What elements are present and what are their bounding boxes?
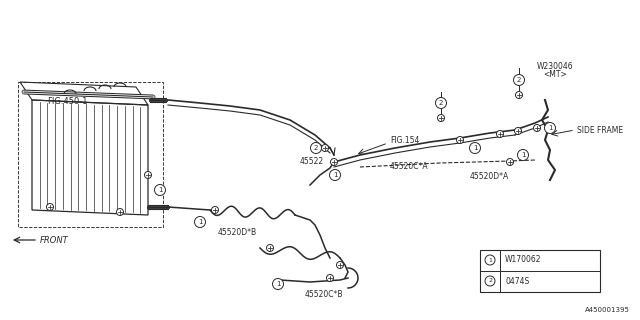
Circle shape [195, 217, 205, 228]
Circle shape [438, 115, 445, 122]
Circle shape [456, 137, 463, 143]
Circle shape [515, 92, 522, 99]
Circle shape [545, 123, 556, 133]
Text: 45520D*A: 45520D*A [470, 172, 509, 181]
Text: 1: 1 [276, 281, 280, 287]
Circle shape [330, 158, 337, 165]
Text: FIG.154: FIG.154 [390, 135, 419, 145]
Circle shape [337, 261, 344, 268]
Text: A450001395: A450001395 [585, 307, 630, 313]
Text: 1: 1 [521, 152, 525, 158]
Text: 45520C*A: 45520C*A [390, 162, 429, 171]
Circle shape [266, 244, 273, 252]
Circle shape [497, 131, 504, 138]
Text: W230046: W230046 [537, 62, 573, 71]
Text: 45520C*B: 45520C*B [305, 290, 344, 299]
Text: 1: 1 [198, 219, 202, 225]
Circle shape [154, 185, 166, 196]
Circle shape [506, 158, 513, 165]
Text: 2: 2 [517, 77, 521, 83]
Circle shape [116, 209, 124, 215]
Text: 45522: 45522 [300, 157, 324, 166]
Text: 1: 1 [473, 145, 477, 151]
Text: 1: 1 [333, 172, 337, 178]
Circle shape [513, 75, 525, 85]
Circle shape [47, 204, 54, 211]
Text: 1: 1 [548, 125, 552, 131]
Circle shape [485, 255, 495, 265]
Text: 45520D*B: 45520D*B [218, 228, 257, 237]
Circle shape [470, 142, 481, 154]
Circle shape [435, 98, 447, 108]
Circle shape [310, 142, 321, 154]
Text: W170062: W170062 [505, 255, 541, 265]
Text: 2: 2 [314, 145, 318, 151]
Circle shape [534, 124, 541, 132]
Circle shape [326, 275, 333, 282]
Text: FRONT: FRONT [40, 236, 68, 244]
Circle shape [211, 206, 218, 213]
Text: 2: 2 [439, 100, 443, 106]
Circle shape [485, 276, 495, 286]
Text: 1: 1 [157, 187, 163, 193]
Circle shape [330, 170, 340, 180]
Circle shape [515, 127, 522, 134]
Text: 2: 2 [488, 278, 492, 284]
Bar [480, 250, 600, 292]
Text: <MT>: <MT> [543, 70, 567, 79]
Text: FIG.450-1: FIG.450-1 [47, 97, 88, 106]
Circle shape [518, 149, 529, 161]
Text: SIDE FRAME: SIDE FRAME [577, 125, 623, 134]
Circle shape [273, 278, 284, 290]
Circle shape [145, 172, 152, 179]
Text: 0474S: 0474S [505, 276, 529, 285]
Circle shape [321, 145, 328, 151]
Text: 1: 1 [488, 258, 492, 262]
